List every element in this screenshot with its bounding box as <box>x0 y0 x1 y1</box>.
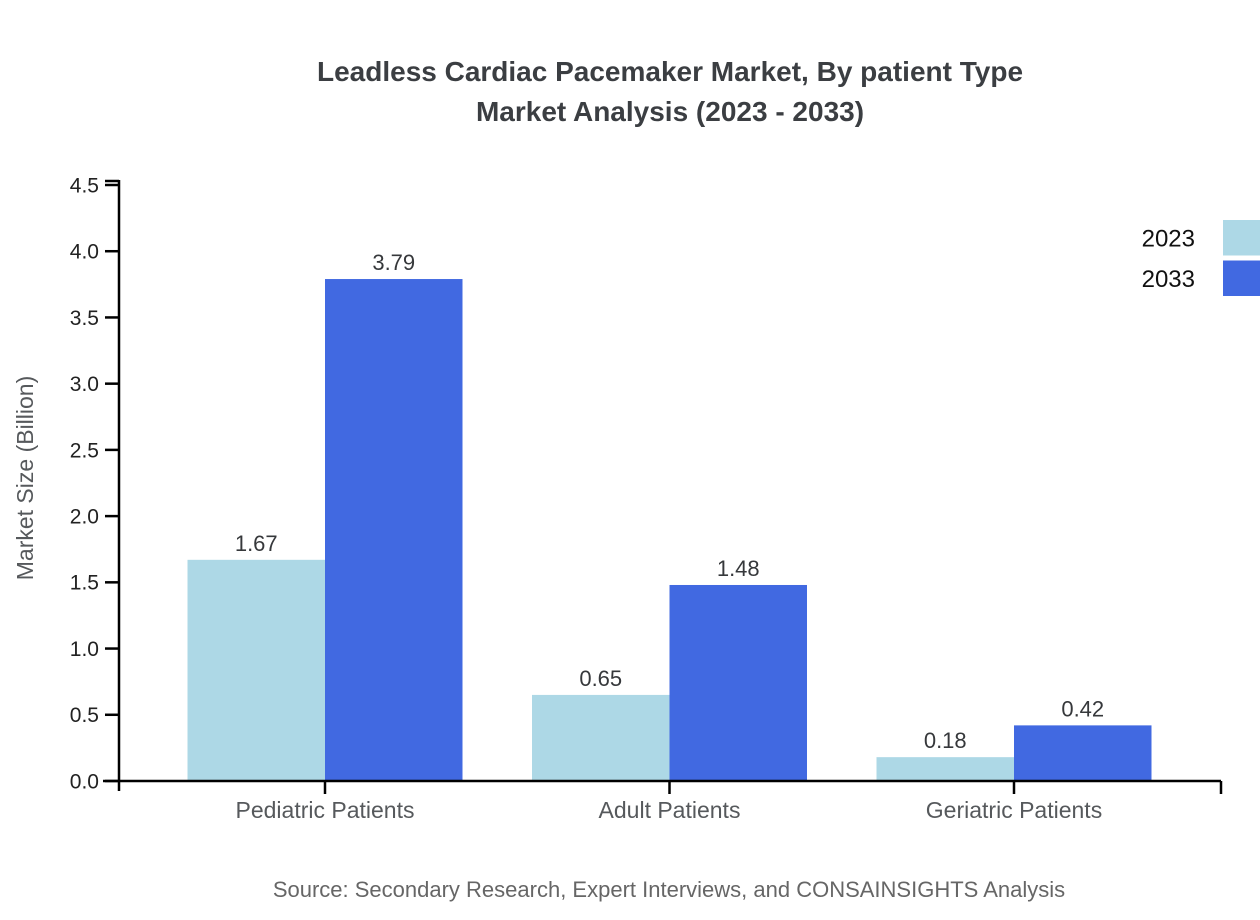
bar-2033-adult-patients <box>669 584 807 781</box>
bar-2023-geriatric-patients <box>876 757 1014 781</box>
x-axis-label-geriatric-patients: Geriatric Patients <box>926 797 1102 823</box>
chart-title: Leadless Cardiac Pacemaker Market, By pa… <box>80 52 1260 132</box>
bar-chart: 1.67 3.79 Pediatric Patients 0.65 1.48 Adult … <box>12 174 1260 823</box>
legend-swatch-2033 <box>1223 260 1260 296</box>
y-tick-label-2.0: 2.0 <box>70 506 99 529</box>
chart-title-line2: Market Analysis (2023 - 2033) <box>475 96 865 127</box>
y-tick-label-3.0: 3.0 <box>70 373 99 396</box>
y-tick-label-4.0: 4.0 <box>70 241 99 264</box>
legend-label-2033: 2033 <box>1142 266 1195 293</box>
source-note: Source: Secondary Research, Expert Inter… <box>272 877 1066 902</box>
bar-2023-pediatric-patients <box>187 559 325 781</box>
y-tick-label-1.0: 1.0 <box>70 638 99 661</box>
value-label-2033-adult-patients: 1.48 <box>717 556 760 581</box>
y-tick-label-3.5: 3.5 <box>70 307 99 330</box>
y-tick-label-2.5: 2.5 <box>70 439 99 462</box>
bar-2033-pediatric-patients <box>325 279 463 781</box>
y-axis-title: Market Size (Billion) <box>12 376 38 581</box>
bar-2023-adult-patients <box>532 694 670 781</box>
y-tick-label-0.5: 0.5 <box>70 704 99 727</box>
y-tick-label-4.5: 4.5 <box>70 174 99 197</box>
x-axis-label-pediatric-patients: Pediatric Patients <box>236 797 415 823</box>
value-label-2033-pediatric-patients: 3.79 <box>372 250 415 275</box>
y-tick-label-0.0: 0.0 <box>70 770 99 793</box>
bar-2033-geriatric-patients <box>1014 725 1152 781</box>
x-axis-label-adult-patients: Adult Patients <box>599 797 741 823</box>
value-label-2023-adult-patients: 0.65 <box>579 666 622 691</box>
chart-title-line1: Leadless Cardiac Pacemaker Market, By pa… <box>316 56 1024 87</box>
legend-swatch-2023 <box>1223 220 1260 256</box>
y-tick-label-1.5: 1.5 <box>70 572 99 595</box>
value-label-2023-pediatric-patients: 1.67 <box>235 531 278 556</box>
legend-label-2023: 2023 <box>1142 225 1195 252</box>
value-label-2033-geriatric-patients: 0.42 <box>1061 696 1104 721</box>
value-label-2023-geriatric-patients: 0.18 <box>924 728 967 753</box>
